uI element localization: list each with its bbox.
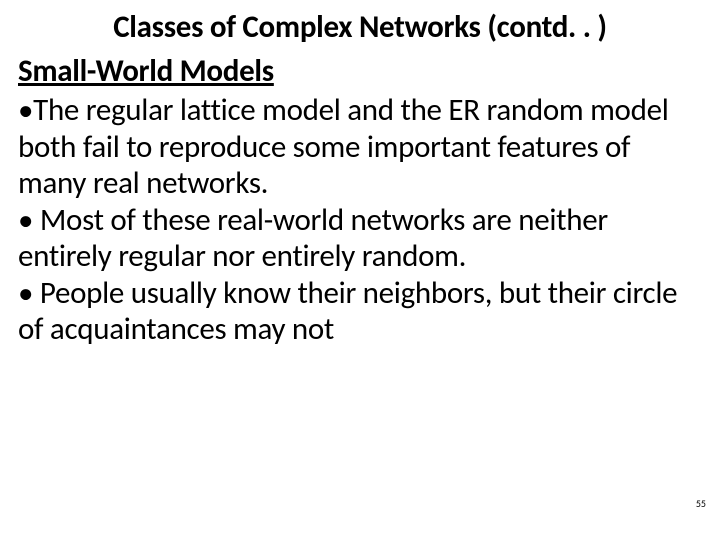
slide-subtitle: Small-World Models	[18, 52, 702, 90]
slide-body-text: •The regular lattice model and the ER ra…	[18, 92, 702, 348]
slide-container: Classes of Complex Networks (contd. . ) …	[0, 0, 720, 540]
page-number: 55	[696, 497, 706, 510]
slide-title: Classes of Complex Networks (contd. . )	[18, 8, 702, 46]
